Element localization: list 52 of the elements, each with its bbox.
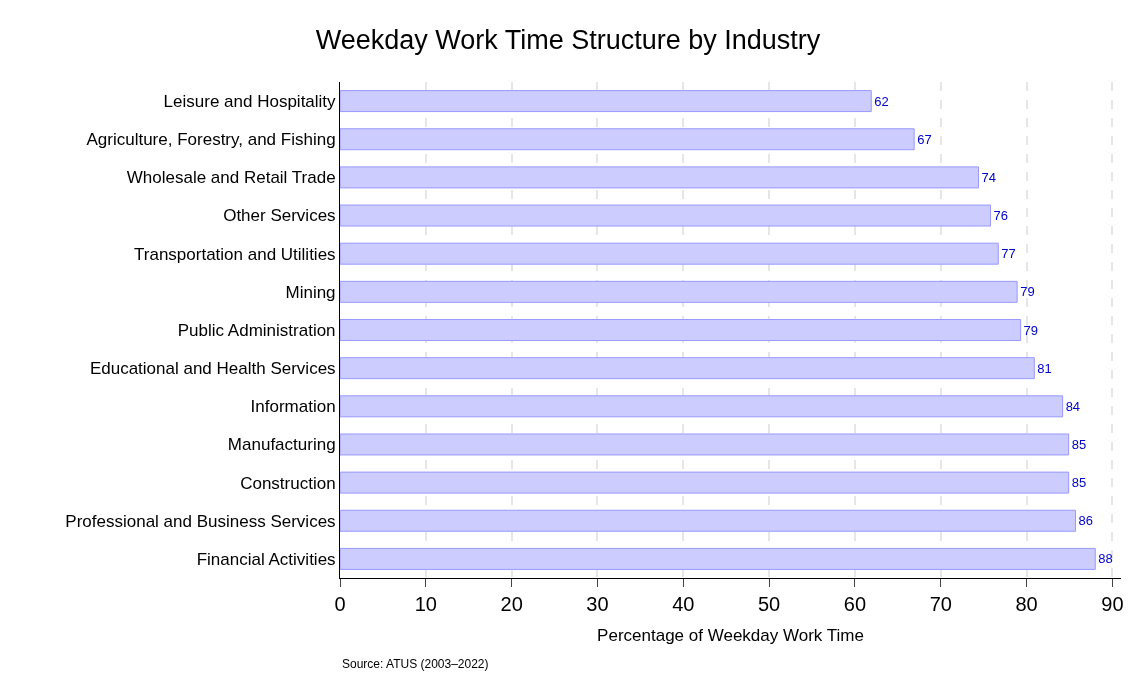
x-tick-label: 30: [586, 593, 609, 615]
data-label: 77: [1001, 246, 1016, 262]
bar: [340, 128, 915, 151]
bar: [340, 395, 1064, 418]
x-tick-label: 10: [414, 593, 437, 615]
bar: [340, 280, 1018, 303]
bar: [340, 357, 1035, 380]
y-tick-label: Mining: [285, 282, 336, 302]
bar: [340, 90, 872, 113]
y-tick-label: Construction: [240, 473, 336, 493]
x-axis-title: Percentage of Weekday Work Time: [597, 626, 864, 646]
x-tick-label: 80: [1015, 593, 1038, 615]
bar: [340, 242, 999, 265]
x-tick-label: 40: [672, 593, 695, 615]
data-label: 76: [993, 208, 1009, 224]
bar: [340, 319, 1022, 341]
x-tick-label: 0: [334, 593, 346, 615]
y-tick-label: Educational and Health Services: [89, 359, 336, 379]
chart-title: Weekday Work Time Structure by Industry: [315, 25, 821, 56]
bar: [340, 471, 1070, 494]
y-tick-label: Information: [250, 397, 336, 417]
data-label: 88: [1098, 551, 1113, 567]
y-tick-label: Manufacturing: [227, 435, 336, 455]
y-tick-label: Transportation and Utilities: [134, 244, 336, 264]
x-tick-label: 70: [929, 593, 952, 615]
y-tick-label: Leisure and Hospitality: [163, 92, 337, 112]
x-tick-label: 20: [500, 593, 523, 615]
data-label: 85: [1071, 475, 1087, 491]
data-label: 84: [1065, 398, 1081, 414]
source-note: Source: ATUS (2003–2022): [342, 657, 489, 671]
bar: [340, 204, 992, 227]
data-label: 62: [874, 93, 889, 109]
y-tick-label: Professional and Business Services: [65, 511, 336, 531]
y-tick-label: Wholesale and Retail Trade: [126, 168, 336, 188]
x-tick-label: 60: [843, 593, 867, 615]
data-label: 86: [1078, 513, 1093, 529]
data-label: 74: [981, 169, 996, 185]
y-tick-label: Other Services: [223, 206, 336, 226]
y-tick-label: Public Administration: [177, 320, 336, 340]
bar: [340, 547, 1096, 570]
x-tick-label: 50: [757, 593, 781, 615]
data-label: 79: [1020, 284, 1035, 300]
x-tick-label: 90: [1101, 593, 1124, 615]
data-label: 85: [1071, 436, 1087, 452]
bar: [340, 166, 980, 189]
data-label: 81: [1037, 360, 1052, 376]
data-label: 67: [917, 131, 932, 147]
data-label: 79: [1023, 322, 1039, 338]
bar: [340, 433, 1070, 456]
bar: [340, 509, 1077, 532]
y-tick-label: Agriculture, Forestry, and Fishing: [86, 130, 336, 150]
y-tick-label: Financial Activities: [196, 549, 336, 569]
